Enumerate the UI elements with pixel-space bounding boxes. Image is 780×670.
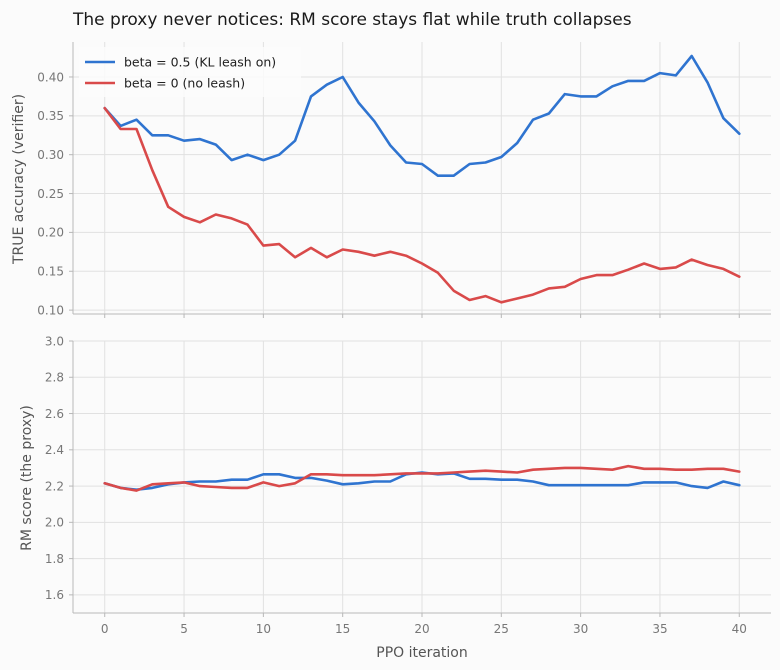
x-axis-label: PPO iteration bbox=[376, 645, 468, 661]
bottom-series-line-beta-0 bbox=[103, 464, 741, 492]
top-y-tick-label: 0.25 bbox=[37, 187, 64, 201]
top-series-line-beta-0 bbox=[103, 106, 741, 304]
top-grid bbox=[73, 42, 771, 314]
top-series-line-beta-0.5 bbox=[103, 54, 741, 177]
top-y-tick-label: 0.40 bbox=[37, 70, 64, 84]
bottom-grid bbox=[73, 340, 771, 613]
top-y-axis-label: TRUE accuracy (verifier) bbox=[11, 94, 27, 265]
bottom-x-tick-label: 20 bbox=[414, 622, 429, 636]
bottom-series bbox=[103, 464, 741, 492]
bottom-panel-rm-score: 0 5 10 15 20 25 30 35 40 1.6 1.8 2.0 2.2 2.4 2.6 2.8 3.0… bbox=[19, 334, 771, 661]
top-y-tick-label: 0.10 bbox=[37, 303, 64, 317]
bottom-y-tick-label: 2.8 bbox=[45, 371, 64, 385]
top-y-tick-label: 0.20 bbox=[37, 226, 64, 240]
bottom-y-tick-label: 1.8 bbox=[45, 552, 64, 566]
bottom-y-tick-label: 2.0 bbox=[45, 516, 64, 530]
bottom-x-tick-label: 0 bbox=[101, 622, 109, 636]
top-series bbox=[103, 54, 741, 304]
bottom-x-tick-label: 30 bbox=[573, 622, 588, 636]
bottom-axes: 0 5 10 15 20 25 30 35 40 1.6 1.8 2.0 2.2 2.4 2.6 2.8 3.0 bbox=[45, 334, 771, 636]
bottom-x-tick-label: 15 bbox=[335, 622, 350, 636]
legend-label-beta-0: beta = 0 (no leash) bbox=[124, 76, 245, 91]
bottom-y-tick-label: 2.4 bbox=[45, 443, 64, 457]
bottom-x-tick-label: 25 bbox=[494, 622, 509, 636]
legend: beta = 0.5 (KL leash on) beta = 0 (no le… bbox=[79, 47, 301, 97]
bottom-y-axis-label: RM score (the proxy) bbox=[19, 405, 35, 551]
bottom-x-tick-label: 40 bbox=[732, 622, 747, 636]
bottom-y-tick-label: 3.0 bbox=[45, 334, 64, 348]
bottom-y-tick-label: 2.2 bbox=[45, 479, 64, 493]
top-y-tick-label: 0.15 bbox=[37, 265, 64, 279]
bottom-x-tick-label: 10 bbox=[256, 622, 271, 636]
bottom-y-tick-label: 1.6 bbox=[45, 588, 64, 602]
bottom-x-tick-label: 5 bbox=[180, 622, 188, 636]
top-panel-accuracy: 0.10 0.15 0.20 0.25 0.30 0.35 0.40 TRUE accura… bbox=[11, 42, 771, 318]
bottom-y-tick-label: 2.6 bbox=[45, 407, 64, 421]
top-axes: 0.10 0.15 0.20 0.25 0.30 0.35 0.40 bbox=[37, 42, 771, 318]
figure-title: The proxy never notices: RM score stays … bbox=[72, 10, 632, 30]
legend-label-beta-0.5: beta = 0.5 (KL leash on) bbox=[124, 55, 276, 70]
top-y-tick-label: 0.35 bbox=[37, 109, 64, 123]
bottom-x-tick-label: 35 bbox=[652, 622, 667, 636]
top-y-tick-label: 0.30 bbox=[37, 148, 64, 162]
